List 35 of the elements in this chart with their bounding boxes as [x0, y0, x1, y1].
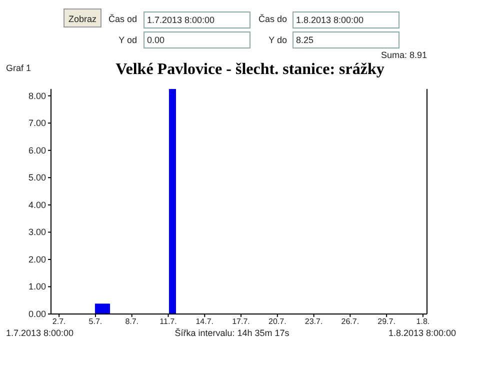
text: 1.8.2013 8:00:00 — [296, 15, 364, 25]
text: 1.8.2013 8:00:00 — [388, 328, 456, 338]
text: Čas do — [258, 14, 287, 24]
y-tick-label: 8.00 — [28, 90, 46, 101]
text: Čas od — [108, 14, 137, 24]
chart-title: Velké Pavlovice - šlecht. stanice: srážky — [116, 61, 384, 78]
text: Zobraz — [68, 14, 98, 24]
text: Y od — [118, 35, 137, 45]
y-tick-label: 1.00 — [28, 282, 46, 292]
text: Graf 1 — [6, 63, 32, 73]
y-tick-label: 4.00 — [28, 200, 46, 210]
text: 8.25 — [296, 35, 314, 45]
y-tick-label: 7.00 — [28, 118, 46, 128]
text: Y do — [268, 35, 287, 45]
x-tick-label: 5.7. — [88, 317, 102, 326]
x-tick-label: 1.8. — [416, 317, 430, 326]
text: 1.7.2013 8:00:00 — [6, 328, 74, 338]
x-tick-label: 11.7. — [160, 317, 177, 326]
x-tick-label: 29.7. — [378, 317, 396, 326]
text: Suma: 8.91 — [380, 50, 427, 60]
x-tick-label: 14.7. — [196, 317, 214, 326]
y-tick-label: 5.00 — [28, 172, 46, 183]
text: 0.00 — [147, 35, 165, 45]
x-tick-label: 8.7. — [125, 317, 139, 326]
text: 1.7.2013 8:00:00 — [147, 15, 215, 25]
text: Šířka intervalu: 14h 35m 17s — [174, 328, 290, 338]
y-tick-label: 3.00 — [28, 227, 46, 238]
x-tick-label: 23.7. — [304, 317, 323, 326]
y-tick-label: 0.00 — [28, 309, 46, 319]
y-tick-label: 6.00 — [28, 145, 46, 156]
x-tick-label: 17.7. — [232, 317, 250, 326]
x-tick-label: 2.7. — [52, 317, 66, 326]
x-tick-label: 20.7. — [268, 317, 286, 326]
x-tick-label: 26.7. — [341, 317, 360, 326]
y-tick-label: 2.00 — [28, 254, 46, 264]
